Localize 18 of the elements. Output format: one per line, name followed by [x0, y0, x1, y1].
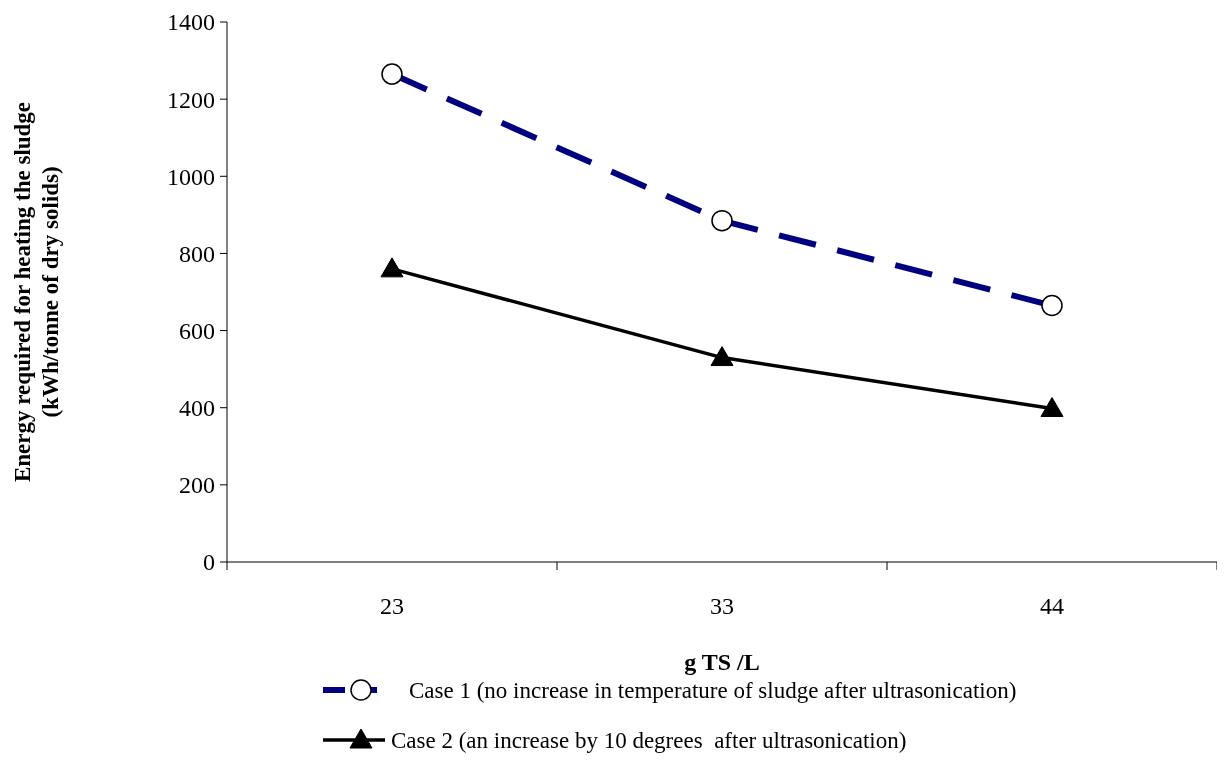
y-tick-label: 1400: [167, 9, 215, 36]
y-tick-label: 800: [179, 240, 215, 267]
legend-label: Case 1 (no increase in temperature of sludge after ultrasonication): [409, 678, 1017, 704]
x-tick-label: 23: [380, 593, 404, 619]
point: [380, 257, 404, 278]
x-tick-label: 44: [1040, 593, 1064, 619]
y-tick-label: 400: [179, 395, 215, 422]
point: [1040, 396, 1064, 417]
x-axis-title: g TS /L: [684, 649, 760, 675]
legend-label: Case 2 (an increase by 10 degrees after ultrasonication): [391, 728, 907, 754]
y-tick-label: 0: [203, 549, 215, 576]
y-tick-label: 1200: [167, 86, 215, 113]
y-tick-label: 1000: [167, 163, 215, 190]
y-tick-label: 200: [179, 472, 215, 499]
point: [710, 346, 734, 367]
y-tick-label: 600: [179, 317, 215, 344]
y-axis-title: Energy required for heating the sludge (kWh/tonne of dry solids): [10, 101, 63, 483]
x-tick-label: 33: [710, 593, 734, 619]
